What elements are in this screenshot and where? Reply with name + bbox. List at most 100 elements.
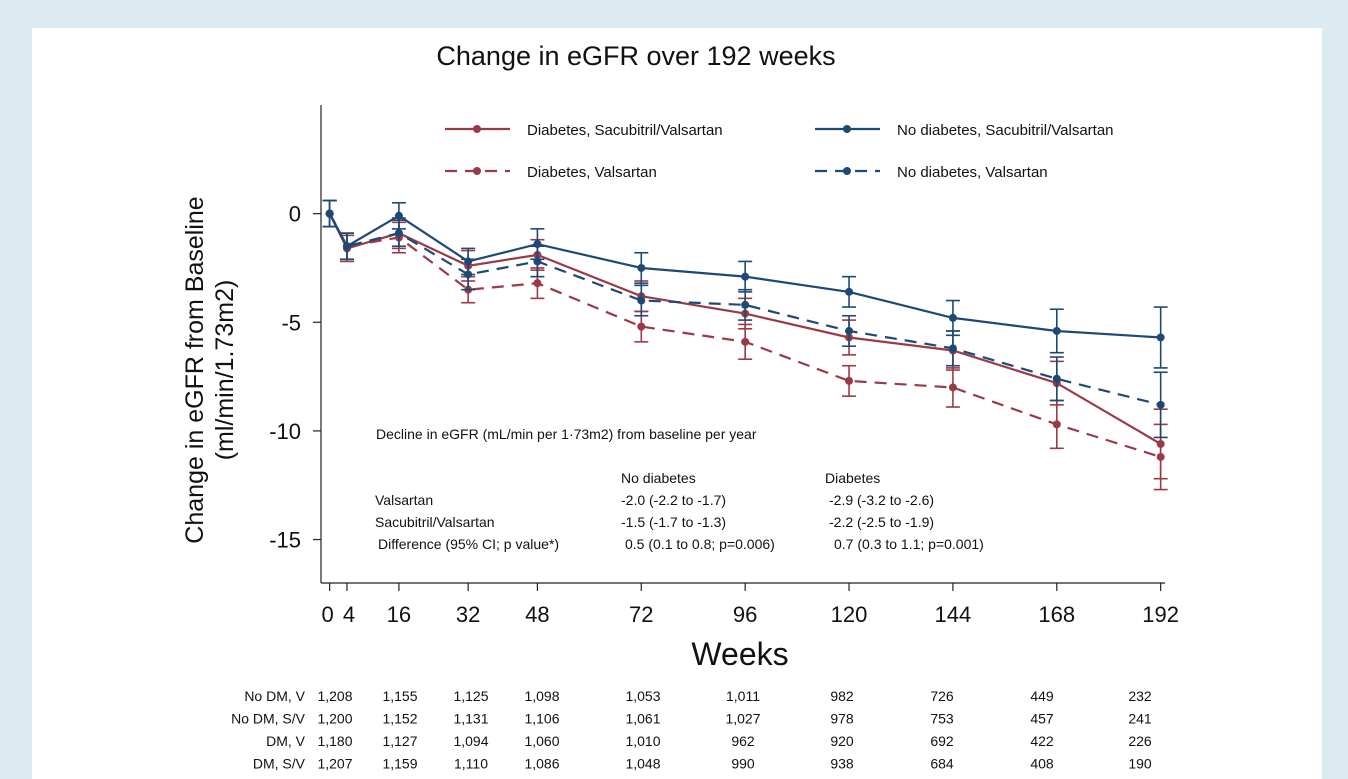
risk-cell: 990 bbox=[731, 756, 755, 772]
risk-cell: 226 bbox=[1128, 733, 1152, 749]
series-line bbox=[328, 213, 1162, 459]
x-tick-label: 16 bbox=[387, 602, 411, 627]
annotation-row-label: Valsartan bbox=[375, 492, 433, 508]
risk-cell: 1,011 bbox=[726, 688, 760, 704]
series-line bbox=[328, 213, 1161, 406]
risk-cell: 962 bbox=[731, 733, 755, 749]
legend-label: Diabetes, Sacubitril/Valsartan bbox=[527, 122, 723, 139]
annotation-diabetes-value: -2.9 (-3.2 to -2.6) bbox=[829, 492, 934, 508]
y-axis-label-line-1: Change in eGFR from Baseline bbox=[181, 196, 209, 543]
legend-item: Diabetes, Sacubitril/Valsartan bbox=[445, 122, 723, 139]
legend-marker bbox=[843, 167, 851, 175]
risk-cell: 1,086 bbox=[524, 756, 559, 772]
risk-row: No DM, S/V 1,200 1,152 1,131 1,106 1,061 1,027… bbox=[231, 711, 1152, 727]
data-point bbox=[1156, 333, 1165, 342]
x-tick-label: 96 bbox=[733, 602, 757, 627]
data-point bbox=[741, 272, 750, 281]
risk-cell: 920 bbox=[830, 733, 854, 749]
risk-cell: 1,106 bbox=[524, 711, 559, 727]
data-point bbox=[948, 344, 957, 353]
risk-cell: 978 bbox=[830, 711, 854, 727]
y-tick-label: -5 bbox=[281, 310, 301, 335]
data-point bbox=[394, 211, 403, 220]
annotation-diabetes-value: -2.2 (-2.5 to -1.9) bbox=[829, 514, 934, 530]
series-3 bbox=[322, 199, 1168, 439]
data-point bbox=[741, 337, 750, 346]
risk-cell: 1,094 bbox=[453, 733, 488, 749]
risk-cell: 1,048 bbox=[625, 756, 660, 772]
y-tick-label: 0 bbox=[289, 202, 301, 227]
y-axis-label-line-2: (ml/min/1.73m2) bbox=[211, 280, 239, 461]
data-point bbox=[342, 242, 351, 251]
risk-cell: 1,155 bbox=[382, 688, 417, 704]
chart-panel: Change in eGFR over 192 weeks Weeks Chan… bbox=[32, 28, 1322, 779]
annotation-col-no-diabetes: No diabetes bbox=[621, 470, 696, 486]
risk-cell: 1,061 bbox=[625, 711, 660, 727]
data-point bbox=[1156, 452, 1165, 461]
risk-cell: 1,208 bbox=[317, 688, 352, 704]
risk-cell: 449 bbox=[1030, 688, 1054, 704]
annotation-no-diabetes-value: 0.5 (0.1 to 0.8; p=0.006) bbox=[625, 536, 775, 552]
series-1 bbox=[322, 199, 1168, 491]
risk-cell: 422 bbox=[1030, 733, 1054, 749]
data-point bbox=[394, 229, 403, 238]
risk-cell: 232 bbox=[1128, 688, 1152, 704]
legend-marker bbox=[473, 167, 481, 175]
x-axis-label: Weeks bbox=[691, 636, 788, 672]
data-point bbox=[637, 322, 646, 331]
risk-cell: 1,125 bbox=[453, 688, 488, 704]
data-point bbox=[637, 296, 646, 305]
data-point bbox=[637, 263, 646, 272]
legend-label: No diabetes, Valsartan bbox=[897, 164, 1048, 181]
data-point bbox=[845, 326, 854, 335]
annotation-row-label: Sacubitril/Valsartan bbox=[375, 514, 495, 530]
risk-cell: 1,098 bbox=[524, 688, 559, 704]
risk-cell: 1,060 bbox=[524, 733, 559, 749]
risk-cell: 1,131 bbox=[453, 711, 488, 727]
risk-cell: 241 bbox=[1128, 711, 1152, 727]
x-tick-label: 120 bbox=[831, 602, 868, 627]
data-point bbox=[1052, 420, 1061, 429]
data-point bbox=[533, 257, 542, 266]
legend-item: Diabetes, Valsartan bbox=[445, 164, 657, 181]
risk-cell: 684 bbox=[930, 756, 954, 772]
x-tick-label: 72 bbox=[629, 602, 653, 627]
legend-item: No diabetes, Valsartan bbox=[815, 164, 1048, 181]
data-point bbox=[845, 287, 854, 296]
risk-row-label: No DM, V bbox=[244, 688, 305, 704]
legend-item: No diabetes, Sacubitril/Valsartan bbox=[815, 122, 1114, 139]
risk-row-label: DM, V bbox=[266, 733, 306, 749]
x-tick-label: 4 bbox=[343, 602, 355, 627]
x-tick-label: 168 bbox=[1038, 602, 1075, 627]
data-point bbox=[741, 300, 750, 309]
x-tick-label: 48 bbox=[525, 602, 549, 627]
annotation-no-diabetes-value: -1.5 (-1.7 to -1.3) bbox=[621, 514, 726, 530]
y-tick-label: -10 bbox=[269, 419, 301, 444]
risk-cell: 982 bbox=[830, 688, 854, 704]
data-point bbox=[1052, 374, 1061, 383]
risk-cell: 1,180 bbox=[317, 733, 352, 749]
risk-cell: 1,010 bbox=[625, 733, 660, 749]
data-point bbox=[948, 383, 957, 392]
risk-cell: 1,127 bbox=[382, 733, 417, 749]
risk-cell: 1,207 bbox=[317, 756, 352, 772]
y-tick-label: -15 bbox=[269, 528, 301, 553]
risk-row: DM, S/V 1,207 1,159 1,110 1,086 1,048 990 938 68… bbox=[253, 756, 1152, 772]
risk-cell: 692 bbox=[930, 733, 954, 749]
risk-cell: 1,200 bbox=[317, 711, 352, 727]
annotation-row-label: Difference (95% CI; p value*) bbox=[378, 536, 559, 552]
risk-row: DM, V 1,180 1,127 1,094 1,060 1,010 962 920 692 4… bbox=[266, 733, 1152, 749]
data-point bbox=[1156, 400, 1165, 409]
data-point bbox=[325, 209, 334, 218]
legend-marker bbox=[473, 125, 481, 133]
data-point bbox=[464, 270, 473, 279]
risk-cell: 1,027 bbox=[725, 711, 760, 727]
risk-row-label: No DM, S/V bbox=[231, 711, 306, 727]
x-tick-label: 192 bbox=[1142, 602, 1179, 627]
risk-cell: 726 bbox=[930, 688, 954, 704]
annotation-diabetes-value: 0.7 (0.3 to 1.1; p=0.001) bbox=[834, 536, 984, 552]
risk-cell: 408 bbox=[1030, 756, 1054, 772]
risk-row-label: DM, S/V bbox=[253, 756, 306, 772]
x-tick-label: 0 bbox=[322, 602, 334, 627]
data-point bbox=[1052, 326, 1061, 335]
